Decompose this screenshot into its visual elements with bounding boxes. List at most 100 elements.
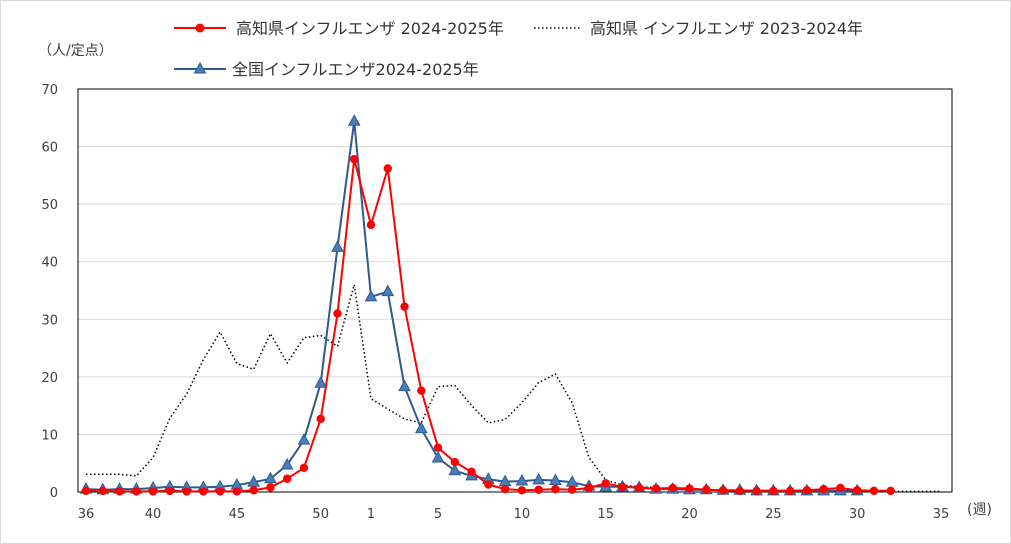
legend-label-national-2024: 全国インフルエンザ2024-2025年 — [232, 60, 479, 79]
y-axis-unit-label: （人/定点） — [38, 43, 113, 59]
x-tick-label: 35 — [933, 507, 950, 522]
legend-entry-kochi-2023: 高知県 インフルエンザ 2023-2024年 — [534, 19, 863, 38]
data-point — [381, 284, 395, 297]
y-tick-label: 60 — [41, 141, 58, 156]
data-point — [718, 486, 728, 495]
y-tick-label: 50 — [41, 198, 58, 213]
data-point — [567, 485, 577, 494]
legend-label-kochi-2024: 高知県インフルエンザ 2024-2025年 — [236, 19, 504, 38]
data-point — [132, 487, 141, 496]
data-point — [785, 486, 795, 496]
x-tick-labels: 36 40 45 50 1 5 10 15 20 25 30 35 — [78, 507, 950, 522]
data-point — [601, 479, 610, 488]
data-point — [266, 483, 275, 492]
x-tick-label: 10 — [514, 507, 531, 522]
data-point — [115, 487, 124, 496]
data-point — [414, 421, 428, 434]
series-layer — [79, 114, 941, 496]
y-tick-labels: 0 10 20 30 40 50 60 70 — [41, 83, 58, 501]
data-point — [431, 450, 445, 463]
data-point — [314, 376, 328, 388]
data-point — [433, 443, 443, 452]
data-point — [651, 484, 661, 493]
data-point — [534, 485, 543, 494]
y-tick-label: 10 — [41, 428, 58, 443]
x-axis-unit-label: (週) — [967, 502, 992, 518]
x-tick-label: 36 — [78, 507, 95, 522]
data-point — [182, 487, 191, 496]
data-point — [364, 289, 378, 302]
data-point — [702, 485, 711, 494]
data-point — [752, 486, 761, 496]
data-point — [515, 474, 529, 486]
legend: 高知県インフルエンザ 2024-2025年 高知県 インフルエンザ 2023-2… — [174, 19, 863, 79]
legend-entry-national-2024: 全国インフルエンザ2024-2025年 — [174, 60, 479, 79]
data-point — [852, 486, 862, 495]
x-tick-label: 50 — [312, 507, 329, 522]
data-point — [417, 386, 426, 395]
y-tick-label: 40 — [41, 256, 58, 271]
x-tick-label: 5 — [434, 507, 442, 522]
x-tick-label: 20 — [681, 507, 698, 522]
legend-marker-national-2024 — [193, 61, 207, 74]
data-point — [400, 302, 409, 311]
data-point — [98, 486, 107, 496]
x-tick-label: 1 — [367, 507, 375, 522]
data-point — [869, 486, 879, 496]
data-point — [448, 463, 462, 476]
y-tick-label: 20 — [41, 371, 58, 386]
x-tick-label: 15 — [597, 507, 614, 522]
data-point — [81, 486, 91, 496]
data-point — [685, 484, 694, 493]
data-point — [215, 487, 225, 496]
data-point — [532, 472, 545, 485]
x-tick-label: 30 — [849, 507, 866, 522]
data-point — [735, 486, 745, 496]
data-point — [297, 433, 311, 445]
data-point — [398, 379, 411, 392]
data-point — [500, 484, 510, 494]
data-point — [618, 482, 627, 492]
data-point — [584, 483, 594, 493]
data-point — [819, 484, 828, 494]
data-point — [333, 309, 342, 318]
legend-entry-kochi-2024: 高知県インフルエンザ 2024-2025年 — [174, 19, 504, 38]
data-point — [467, 467, 476, 477]
data-point — [517, 486, 527, 495]
data-point — [366, 220, 376, 230]
legend-label-kochi-2023: 高知県 インフルエンザ 2023-2024年 — [590, 19, 863, 38]
data-point — [148, 487, 158, 496]
plot-area-border — [77, 88, 953, 493]
data-point — [668, 483, 677, 493]
y-tick-label: 30 — [41, 313, 58, 328]
data-point — [282, 474, 292, 483]
y-tick-label: 70 — [41, 83, 58, 98]
data-point — [232, 487, 242, 496]
series-0 — [81, 155, 895, 496]
data-point — [299, 463, 309, 473]
data-point — [635, 483, 644, 493]
data-point — [249, 486, 258, 495]
data-point — [264, 471, 277, 484]
data-point — [199, 487, 208, 496]
data-point — [551, 484, 560, 494]
x-tick-label: 40 — [145, 507, 162, 522]
data-point — [836, 483, 845, 493]
data-point — [383, 164, 392, 173]
data-point — [350, 155, 359, 164]
data-point — [347, 114, 361, 126]
data-point — [484, 480, 493, 489]
grid-layer — [78, 146, 952, 435]
data-point — [316, 414, 325, 424]
data-point — [331, 240, 344, 252]
data-point — [769, 486, 778, 496]
x-tick-label: 45 — [229, 507, 246, 522]
data-point — [165, 486, 175, 496]
data-point — [886, 486, 895, 496]
data-point — [280, 457, 294, 470]
legend-marker-kochi-2024 — [195, 23, 205, 33]
y-tick-label: 0 — [50, 486, 58, 501]
